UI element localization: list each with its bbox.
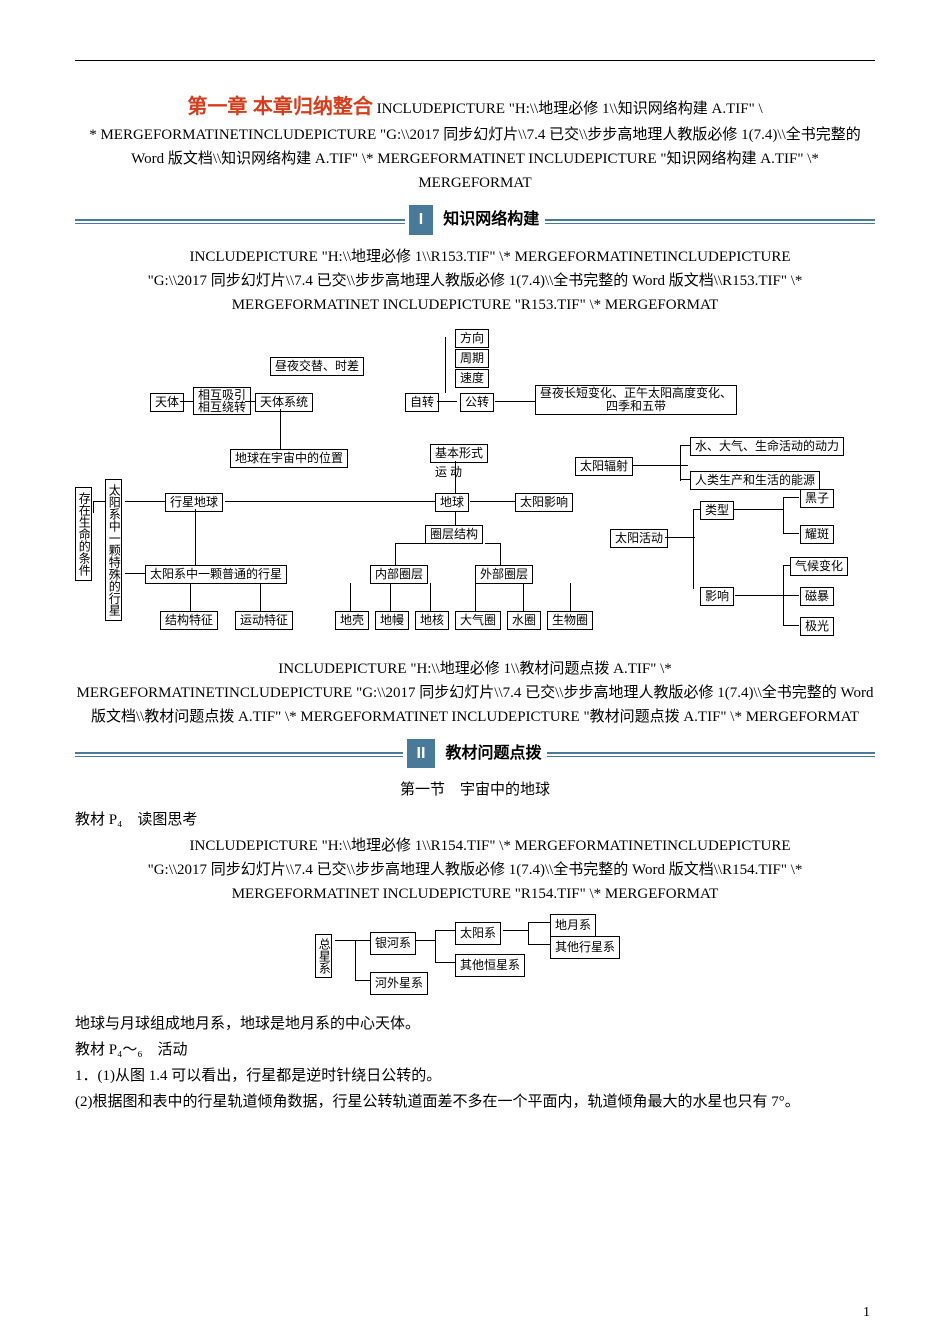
node-diyuexi: 地月系 <box>550 914 596 937</box>
node-yaoban: 耀斑 <box>800 525 834 545</box>
galaxy-tree-diagram: 总星系 银河系 河外星系 太阳系 其他恒星系 地月系 其他行星系 <box>315 914 635 1004</box>
node-diman: 地幔 <box>375 611 409 631</box>
node-cibao: 磁暴 <box>800 587 834 607</box>
node-taiyanghuodong: 太阳活动 <box>610 529 668 549</box>
section2-intro-2: MERGEFORMATINETINCLUDEPICTURE "G:\\2017 … <box>75 681 875 729</box>
node-renlei: 人类生产和生活的能源 <box>690 471 820 491</box>
node-zhouye: 昼夜交替、时差 <box>270 357 364 377</box>
node-diqiu: 地球 <box>435 493 469 513</box>
p4-heading: 教材 P₄ 读图思考 <box>75 808 875 832</box>
text-yundong: 运 动 <box>435 463 462 482</box>
node-zhouyechangduan: 昼夜长短变化、正午太阳高度变化、四季和五带 <box>535 385 737 415</box>
node-zongxingxi: 总星系 <box>315 934 332 978</box>
node-taiyangxizhongputong: 太阳系中一颗普通的行星 <box>145 565 287 585</box>
node-heizi: 黑子 <box>800 489 834 509</box>
node-taiyangyingxiang: 太阳影响 <box>515 493 573 513</box>
section-rule-right <box>545 219 875 221</box>
node-shuidaqi: 水、大气、生命活动的动力 <box>690 437 844 457</box>
node-gongzhuan: 公转 <box>460 393 494 413</box>
node-yinhexi: 银河系 <box>370 932 416 955</box>
section-2-roman: II <box>407 739 436 769</box>
node-shuiquan: 水圈 <box>507 611 541 631</box>
node-taiyangxizhong: 太阳系中一颗特殊的行星 <box>105 479 122 621</box>
node-quancengjiegou: 圈层结构 <box>425 525 483 545</box>
section-2-label: 教材问题点拨 <box>439 739 547 769</box>
body-4: (2)根据图和表中的行星轨道倾角数据，行星公转轨道面差不多在一个平面内，轨道倾角… <box>75 1090 875 1114</box>
intro-code-1: INCLUDEPICTURE "H:\\地理必修 1\\知识网络构建 A.TIF… <box>377 101 763 117</box>
section2-subtitle: 第一节 宇宙中的地球 <box>75 778 875 802</box>
node-tiantixitong: 天体系统 <box>255 393 313 413</box>
node-daqiquan: 大气圈 <box>455 611 501 631</box>
node-fangxiang: 方向 <box>455 329 489 349</box>
node-yingxiang: 影响 <box>700 587 734 607</box>
node-neibu: 内部圈层 <box>370 565 428 585</box>
node-qitahengxingxi: 其他恒星系 <box>455 954 525 977</box>
section1-code-2: "G:\\2017 同步幻灯片\\7.4 已交\\步步高地理人教版必修 1(7.… <box>75 269 875 317</box>
node-qitaxingxingxi: 其他行星系 <box>550 936 620 959</box>
node-shengwuquan: 生物圈 <box>547 611 593 631</box>
header-rule <box>75 60 875 61</box>
section-rule-left <box>75 219 405 221</box>
section2-code-2: "G:\\2017 同步幻灯片\\7.4 已交\\步步高地理人教版必修 1(7.… <box>75 858 875 906</box>
section-1-roman: I <box>409 205 433 235</box>
node-jiegoutz: 结构特征 <box>160 611 218 631</box>
node-taiyangfushe: 太阳辐射 <box>575 457 633 477</box>
body-3: 1．(1)从图 1.4 可以看出，行星都是逆时针绕日公转的。 <box>75 1064 875 1088</box>
section-1-header: I 知识网络构建 <box>75 205 875 235</box>
body-1: 地球与月球组成地月系，地球是地月系的中心天体。 <box>75 1012 875 1036</box>
chapter-title: 第一章 本章归纳整合 <box>187 96 373 118</box>
node-tianti: 天体 <box>150 393 184 413</box>
node-xingxingdiqiu: 行星地球 <box>165 493 223 513</box>
section1-code-1: INCLUDEPICTURE "H:\\地理必修 1\\R153.TIF" \*… <box>75 245 875 269</box>
node-yundongtz: 运动特征 <box>235 611 293 631</box>
node-sudu: 速度 <box>455 369 489 389</box>
section-rule-left-2 <box>75 752 403 754</box>
body-2: 教材 P₄～₆ 活动 <box>75 1038 875 1062</box>
section2-code-1: INCLUDEPICTURE "H:\\地理必修 1\\R154.TIF" \*… <box>75 834 875 858</box>
node-xianghu: 相互吸引相互绕转 <box>193 387 251 415</box>
node-jibenxingshi: 基本形式 <box>430 444 488 464</box>
intro-code-2: * MERGEFORMATINETINCLUDEPICTURE "G:\\201… <box>75 123 875 195</box>
knowledge-network-diagram: 方向 周期 速度 昼夜交替、时差 天体 相互吸引相互绕转 天体系统 自转 公转 … <box>75 329 875 649</box>
node-cunzai: 存在生命的条件 <box>75 487 92 581</box>
node-taiyangxi: 太阳系 <box>455 922 501 945</box>
node-hewaixingxi: 河外星系 <box>370 972 428 995</box>
node-qihoubianhua: 气候变化 <box>790 557 848 577</box>
node-zizhuan: 自转 <box>405 393 439 413</box>
page-number: 1 <box>863 1302 870 1324</box>
node-waibu: 外部圈层 <box>475 565 533 585</box>
section-rule-right-2 <box>547 752 875 754</box>
node-leixing: 类型 <box>700 501 734 521</box>
section-1-label: 知识网络构建 <box>437 205 545 235</box>
node-zhouqi: 周期 <box>455 349 489 369</box>
section2-intro-1: INCLUDEPICTURE "H:\\地理必修 1\\教材问题点拨 A.TIF… <box>75 657 875 681</box>
node-dike: 地壳 <box>335 611 369 631</box>
section-2-header: II 教材问题点拨 <box>75 739 875 769</box>
document-page: 第一章 本章归纳整合 INCLUDEPICTURE "H:\\地理必修 1\\知… <box>0 0 950 1344</box>
node-dihe: 地核 <box>415 611 449 631</box>
node-diqiuzaiyuzhou: 地球在宇宙中的位置 <box>230 449 348 469</box>
node-jiguang: 极光 <box>800 617 834 637</box>
chapter-intro: 第一章 本章归纳整合 INCLUDEPICTURE "H:\\地理必修 1\\知… <box>75 91 875 123</box>
